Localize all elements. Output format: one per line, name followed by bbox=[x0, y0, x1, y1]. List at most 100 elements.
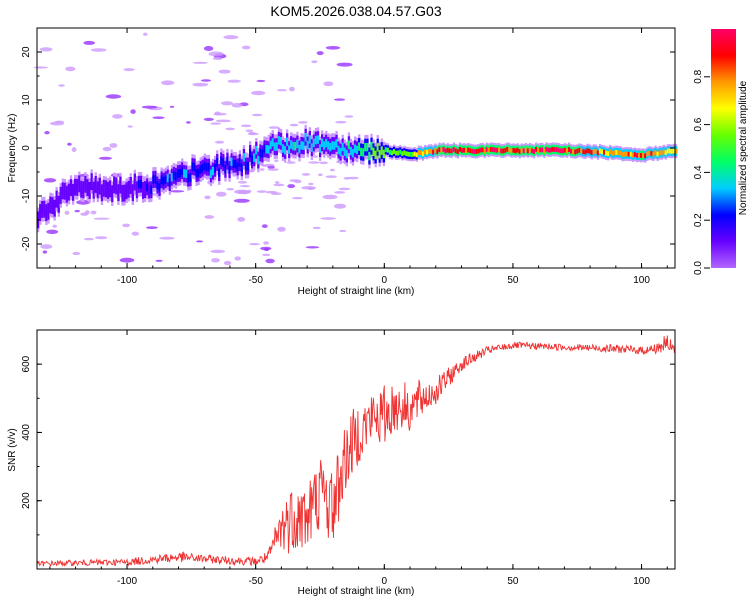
spectrogram-column bbox=[391, 145, 394, 160]
spectrogram-cell bbox=[259, 148, 262, 158]
spectrogram-cell bbox=[80, 185, 83, 194]
spectrogram-column bbox=[629, 147, 632, 161]
spectrogram-noise-blob bbox=[289, 179, 299, 182]
spectrogram-column bbox=[471, 144, 474, 158]
spectrogram-column bbox=[666, 144, 670, 158]
spectrogram-cell bbox=[323, 141, 326, 150]
spectrogram-cell bbox=[166, 173, 169, 183]
spectrogram-noise-blob bbox=[169, 105, 175, 108]
spectrogram-noise-blob bbox=[237, 217, 246, 222]
spectrogram-column bbox=[142, 178, 145, 203]
spectrogram-cell bbox=[139, 180, 143, 189]
spectrogram-cell bbox=[65, 189, 69, 199]
spectrogram-cell bbox=[526, 148, 530, 154]
spectrogram-cell bbox=[380, 146, 383, 155]
spectrogram-noise-blob bbox=[119, 257, 135, 263]
spectrogram-noise-blob bbox=[46, 229, 59, 234]
spectrogram-column bbox=[82, 177, 85, 203]
colorbar-ticks: 0.0 0.2 0.4 0.6 0.8 bbox=[693, 69, 710, 275]
spectrogram-noise-blob bbox=[347, 176, 359, 180]
spectrogram-column bbox=[63, 179, 67, 204]
spectrogram-column bbox=[39, 200, 42, 225]
spectrogram-column bbox=[335, 131, 338, 156]
spectrogram-column bbox=[609, 144, 612, 159]
spectrogram-cell bbox=[298, 144, 301, 154]
spectrogram-column bbox=[65, 181, 69, 207]
spectrogram-cell bbox=[625, 151, 628, 157]
spectrogram-column bbox=[588, 144, 591, 159]
spectrogram-cell bbox=[547, 147, 550, 153]
spectrogram-column bbox=[329, 134, 332, 160]
spectrogram-noise-blob bbox=[245, 129, 254, 133]
spectrogram-cell bbox=[360, 147, 363, 157]
spectrogram-cell bbox=[598, 148, 602, 154]
spectrogram-noise-blob bbox=[291, 197, 303, 200]
spectrogram-column bbox=[611, 146, 614, 161]
snr-ytick-label: 200 bbox=[21, 492, 32, 509]
spectrogram-cell bbox=[319, 144, 322, 153]
spectrogram-column bbox=[209, 161, 213, 187]
spectrogram-cell bbox=[86, 183, 89, 192]
spectrogram-noise-blob bbox=[130, 109, 136, 114]
spectrogram-column bbox=[423, 145, 427, 159]
spectrogram-column bbox=[172, 163, 176, 188]
spectrogram-column bbox=[364, 135, 367, 160]
spectrogram-cell bbox=[253, 153, 256, 162]
spectrogram-cell bbox=[600, 149, 604, 155]
spectrogram-cell bbox=[349, 146, 353, 156]
spectrogram-column bbox=[621, 147, 624, 162]
spectrogram-column bbox=[67, 179, 71, 205]
spectrogram-cell bbox=[530, 148, 534, 154]
spectrogram-noise-blob bbox=[43, 178, 57, 183]
spectrogram-cell bbox=[391, 150, 394, 156]
spectrogram-ytick-label: 10 bbox=[21, 94, 32, 106]
spectrogram-cell bbox=[158, 183, 161, 192]
spectrogram-cell bbox=[187, 174, 190, 183]
spectrogram-column bbox=[551, 142, 554, 157]
spectrogram-cell bbox=[176, 169, 180, 178]
spectrogram-column bbox=[181, 158, 184, 184]
spectrogram-column bbox=[572, 144, 575, 159]
spectrogram-column bbox=[156, 172, 159, 198]
snr-xtick-label: 100 bbox=[633, 576, 650, 587]
spectrogram-cell bbox=[578, 147, 581, 153]
spectrogram-noise-blob bbox=[169, 190, 185, 193]
spectrogram-column bbox=[582, 144, 585, 159]
spectrogram-cell bbox=[512, 147, 515, 153]
spectrogram-noise-blob bbox=[226, 187, 234, 191]
spectrogram-cell bbox=[666, 148, 670, 154]
spectrogram-column bbox=[123, 180, 126, 206]
spectrogram-column bbox=[207, 154, 211, 180]
spectrogram-cell bbox=[183, 169, 186, 178]
spectrogram-cell bbox=[426, 149, 429, 155]
spectrogram-cell bbox=[452, 147, 455, 152]
spectrogram-cell bbox=[553, 147, 556, 152]
spectrogram-column bbox=[94, 172, 97, 197]
spectrogram-column bbox=[434, 143, 437, 158]
spectrogram-column bbox=[428, 144, 431, 159]
spectrogram-cell bbox=[382, 149, 386, 159]
spectrogram-cell bbox=[356, 145, 359, 155]
spectrogram-column bbox=[584, 145, 587, 159]
spectrogram-cell bbox=[246, 161, 250, 171]
spectrogram-cell bbox=[96, 185, 99, 194]
spectrogram-cell bbox=[582, 149, 585, 155]
spectrogram-column bbox=[366, 134, 369, 160]
spectrogram-cell bbox=[242, 153, 246, 162]
spectrogram-xtick-label: 0 bbox=[382, 275, 388, 286]
spectrogram-column bbox=[403, 145, 406, 160]
spectrogram-column bbox=[633, 147, 637, 162]
spectrogram-column bbox=[574, 144, 577, 159]
colorbar-label: Normalized spectral amplitude bbox=[738, 80, 749, 215]
spectrogram-noise-blob bbox=[234, 189, 250, 194]
spectrogram-ytick-label: 20 bbox=[21, 46, 32, 58]
spectrogram-column bbox=[96, 177, 99, 203]
spectrogram-noise-blob bbox=[234, 256, 241, 261]
spectrogram-cell bbox=[47, 207, 50, 216]
spectrogram-column bbox=[111, 181, 114, 206]
spectrogram-noise-blob bbox=[152, 116, 165, 119]
spectrogram-cell bbox=[209, 169, 213, 178]
spectrogram-column bbox=[271, 130, 274, 155]
